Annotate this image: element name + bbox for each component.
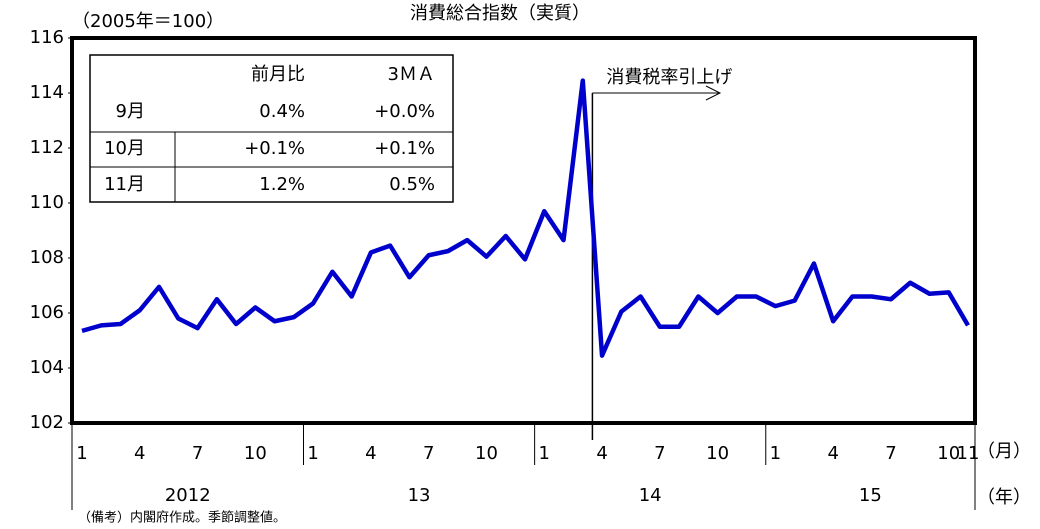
- table-header: 3ＭＡ: [388, 64, 435, 85]
- x-tick-label: 4: [134, 443, 145, 464]
- x-tick-label: 10: [475, 443, 498, 464]
- x-tick-label: 7: [885, 443, 896, 464]
- year-unit: （年）: [977, 487, 1031, 508]
- series-line: [81, 78, 970, 358]
- y-tick-label: 116: [30, 27, 64, 48]
- y-tick-label: 106: [30, 302, 64, 323]
- y-tick-label: 114: [30, 82, 64, 103]
- table-cell: 10月: [104, 138, 145, 159]
- table-cell: 11月: [104, 174, 145, 195]
- x-unit: （月）: [977, 441, 1031, 462]
- y-tick-label: 110: [30, 192, 64, 213]
- y-tick-label: 102: [30, 412, 64, 433]
- x-tick-label: 10: [706, 443, 729, 464]
- table-cell: 9月: [116, 101, 145, 122]
- x-tick-label: 1: [770, 443, 781, 464]
- note: （備考）内閣府作成。季節調整値。: [78, 510, 286, 526]
- y-tick-label: 112: [30, 137, 64, 158]
- table-cell: +0.1%: [244, 138, 305, 159]
- table-box: [89, 54, 454, 203]
- y-tick-label: 104: [30, 357, 64, 378]
- year-label: 13: [408, 485, 431, 506]
- x-tick-label: 4: [365, 443, 376, 464]
- annotation-arrowhead: [705, 85, 722, 101]
- x-tick-label: 7: [423, 443, 434, 464]
- annotation: 消費税率引上げ: [606, 67, 732, 88]
- x-tick-label: 11: [957, 443, 980, 464]
- x-tick-label: 4: [596, 443, 607, 464]
- year-label: 14: [639, 485, 662, 506]
- x-tick-label: 1: [539, 443, 550, 464]
- year-label: 15: [859, 485, 882, 506]
- y-axis-label: （2005年＝100）: [72, 11, 224, 32]
- x-tick-label: 4: [827, 443, 838, 464]
- x-tick-label: 7: [192, 443, 203, 464]
- plot-frame: [70, 36, 977, 425]
- x-tick-label: 1: [307, 443, 318, 464]
- x-tick-label: 10: [937, 443, 960, 464]
- table-cell: 0.5%: [389, 174, 435, 195]
- table-cell: 0.4%: [259, 101, 305, 122]
- chart-title: 消費総合指数（実質）: [410, 3, 590, 24]
- table-header: 前月比: [251, 64, 305, 85]
- y-tick-label: 108: [30, 247, 64, 268]
- table-cell: +0.1%: [374, 138, 435, 159]
- x-tick-label: 7: [654, 443, 665, 464]
- year-label: 2012: [165, 485, 211, 506]
- table-cell: +0.0%: [374, 101, 435, 122]
- table-cell: 1.2%: [259, 174, 305, 195]
- x-tick-label: 10: [244, 443, 267, 464]
- x-tick-label: 1: [76, 443, 87, 464]
